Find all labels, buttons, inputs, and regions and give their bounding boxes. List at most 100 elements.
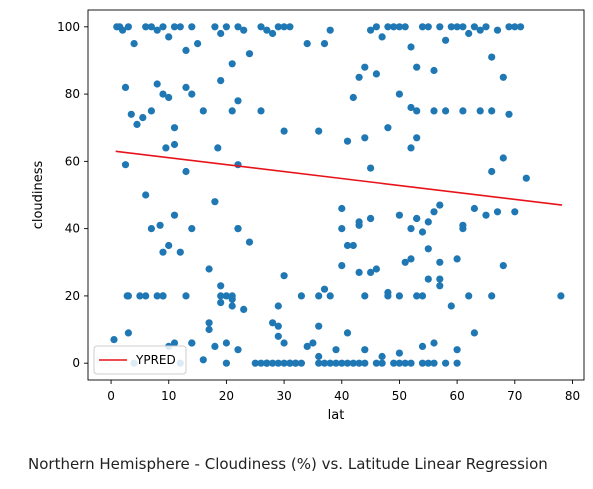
data-point (499, 262, 507, 270)
data-point (355, 218, 363, 226)
data-point (234, 225, 242, 233)
data-point (269, 29, 277, 38)
data-point (430, 107, 438, 115)
data-point (407, 144, 415, 152)
data-point (361, 292, 369, 300)
data-point (453, 359, 461, 367)
data-point (401, 258, 409, 266)
data-point (292, 359, 300, 367)
data-point (205, 265, 213, 273)
data-point (332, 359, 340, 367)
data-point (274, 359, 282, 367)
data-point (240, 26, 248, 34)
data-point (139, 114, 147, 122)
data-point (367, 268, 375, 276)
data-point (222, 292, 230, 300)
data-point (263, 359, 271, 367)
data-point (407, 103, 415, 112)
data-point (395, 359, 403, 367)
data-point (436, 282, 444, 290)
data-point (228, 302, 236, 310)
data-point (274, 302, 282, 310)
data-point (245, 238, 254, 246)
data-point (372, 265, 380, 273)
data-point (326, 26, 334, 34)
data-point (303, 40, 311, 48)
data-point (424, 23, 432, 31)
data-point (188, 90, 196, 98)
x-tick-label: 10 (161, 389, 176, 403)
data-point (211, 342, 219, 350)
data-point (476, 26, 484, 34)
data-point (367, 214, 375, 223)
data-point (413, 214, 421, 223)
x-tick-label: 30 (276, 389, 291, 403)
data-point (217, 77, 225, 85)
data-point (156, 221, 164, 229)
x-tick-label: 20 (219, 389, 234, 403)
data-point (436, 275, 444, 283)
data-point (436, 201, 444, 209)
data-point (188, 23, 196, 31)
data-point (355, 268, 363, 276)
data-point (384, 23, 392, 31)
data-point (384, 124, 392, 132)
chart-caption: Northern Hemisphere - Cloudiness (%) vs.… (28, 455, 548, 473)
data-point (349, 359, 357, 367)
data-point (170, 211, 179, 219)
data-point (343, 329, 352, 337)
data-point (418, 23, 427, 31)
data-point (442, 359, 450, 367)
data-point (390, 23, 398, 31)
data-point (343, 359, 352, 367)
data-point (407, 225, 415, 233)
data-point (297, 292, 305, 300)
data-point (147, 107, 155, 115)
data-point (170, 339, 179, 347)
data-point (182, 167, 190, 176)
data-point (234, 346, 242, 354)
data-point (459, 225, 467, 233)
data-point (234, 97, 242, 105)
data-point (315, 359, 323, 367)
data-point (447, 302, 455, 310)
data-point (147, 23, 155, 31)
data-point (517, 23, 525, 31)
data-point (280, 127, 288, 135)
data-point (522, 174, 530, 182)
data-point (176, 23, 184, 31)
plot-frame (87, 9, 585, 381)
data-point (395, 292, 403, 300)
data-point (142, 292, 150, 300)
data-point (407, 255, 415, 263)
data-point (320, 359, 329, 367)
data-point (159, 248, 167, 256)
data-point (257, 359, 265, 367)
y-tick-label: 40 (65, 222, 80, 236)
data-point (343, 137, 352, 145)
x-tick-label: 60 (449, 389, 464, 403)
data-point (222, 23, 230, 31)
data-point (142, 191, 150, 199)
data-point (355, 359, 363, 367)
data-point (205, 325, 213, 334)
data-point (123, 292, 131, 300)
data-point (214, 144, 222, 152)
data-point (430, 208, 438, 216)
data-point (378, 33, 386, 41)
data-point (228, 295, 236, 303)
data-point (240, 305, 248, 313)
data-point (459, 23, 467, 31)
data-point (384, 288, 392, 297)
data-point (395, 23, 403, 31)
data-point (142, 23, 150, 31)
data-point (430, 359, 438, 367)
data-point (367, 164, 375, 172)
data-point (121, 83, 130, 91)
data-point (453, 255, 461, 263)
data-point (269, 319, 277, 327)
data-point (453, 346, 461, 354)
data-point (424, 275, 432, 283)
data-point (188, 339, 196, 347)
x-tick-label: 70 (507, 389, 522, 403)
